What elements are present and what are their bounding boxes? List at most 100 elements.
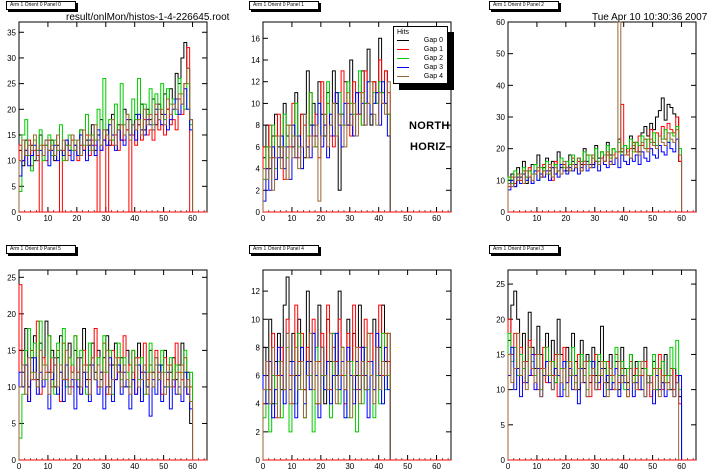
y-tick-label: 10: [7, 157, 16, 166]
date-label: Tue Apr 10 10:30:36 2007: [592, 12, 708, 23]
y-tick-label: 8: [256, 121, 261, 130]
legend-swatch: [397, 58, 409, 59]
x-tick-label: 60: [188, 214, 197, 223]
y-tick-label: 14: [251, 56, 260, 65]
y-tick-label: 2: [256, 186, 261, 195]
panel-title: Arm 1 Orient 0 Panel 0: [6, 1, 76, 10]
x-tick-label: 10: [43, 462, 52, 469]
legend-item: Gap 2: [397, 54, 445, 63]
x-tick-label: 50: [648, 214, 657, 223]
x-tick-label: 0: [261, 462, 266, 469]
y-tick-label: 12: [251, 78, 260, 87]
x-tick-label: 20: [72, 214, 81, 223]
y-tick-label: 0: [12, 456, 17, 465]
legend-item: Gap 3: [397, 63, 445, 72]
y-tick-label: 20: [496, 145, 505, 154]
legend-label: Gap 3: [423, 64, 443, 71]
panel-title: Arm 1 Orient 0 Panel 5: [6, 245, 76, 254]
x-tick-label: 20: [316, 462, 325, 469]
x-tick-label: 10: [43, 214, 52, 223]
x-tick-label: 50: [403, 214, 412, 223]
y-tick-label: 10: [7, 383, 16, 392]
legend: Hits Gap 0 Gap 1 Gap 2 Gap 3 Gap 4: [393, 26, 448, 84]
y-tick-label: 0: [501, 456, 506, 465]
x-tick-label: 30: [101, 462, 110, 469]
legend-swatch: [397, 40, 409, 41]
panel-title: Arm 1 Orient 0 Panel 1: [249, 1, 319, 10]
x-tick-label: 30: [590, 462, 599, 469]
x-tick-label: 30: [101, 214, 110, 223]
y-tick-label: 20: [7, 105, 16, 114]
x-tick-label: 20: [561, 462, 570, 469]
y-tick-label: 25: [7, 80, 16, 89]
y-tick-label: 20: [7, 310, 16, 319]
x-tick-label: 40: [374, 462, 383, 469]
y-tick-label: 40: [496, 81, 505, 90]
legend-swatch: [397, 67, 409, 68]
histogram-series: [507, 21, 683, 212]
x-tick-label: 50: [648, 462, 657, 469]
y-tick-label: 25: [7, 273, 16, 282]
y-tick-label: 25: [496, 280, 505, 289]
x-tick-label: 40: [374, 214, 383, 223]
x-tick-label: 40: [619, 462, 628, 469]
y-tick-label: 2: [256, 428, 261, 437]
x-tick-label: 60: [677, 214, 686, 223]
x-tick-label: 0: [506, 214, 511, 223]
y-tick-label: 15: [496, 350, 505, 359]
x-tick-label: 30: [345, 462, 354, 469]
x-tick-label: 20: [561, 214, 570, 223]
histogram-series: [262, 332, 394, 461]
y-tick-label: 10: [251, 315, 260, 324]
histogram-series: [262, 332, 394, 461]
x-tick-label: 30: [590, 214, 599, 223]
file-label: result/onlMon/histos-1-4-226645.root: [66, 12, 230, 23]
legend-swatch: [397, 49, 409, 50]
y-tick-label: 15: [7, 346, 16, 355]
legend-title: Hits: [397, 29, 410, 36]
x-tick-label: 10: [287, 214, 296, 223]
x-tick-label: 40: [130, 214, 139, 223]
histogram-panel-4: 0 10 20 30 40 50 60 0 2 4 6 8 10 12: [251, 269, 452, 469]
histogram-series: [262, 276, 394, 461]
histogram-series: [262, 81, 394, 213]
x-tick-label: 0: [17, 462, 22, 469]
x-tick-label: 60: [677, 462, 686, 469]
x-tick-label: 10: [532, 462, 541, 469]
histogram-panel-2: 0 10 20 30 40 50 60 0 10 20 30 40 50 60: [496, 18, 697, 223]
y-tick-label: 0: [256, 208, 261, 217]
panel-title: Arm 1 Orient 0 Panel 2: [489, 1, 559, 10]
plot-frame: [18, 21, 208, 213]
histogram-series: [262, 37, 394, 213]
x-tick-label: 50: [159, 214, 168, 223]
y-tick-label: 20: [496, 315, 505, 324]
histogram-panel-5: 0 10 20 30 40 50 60 0 5 10 15 20 25: [496, 269, 697, 469]
y-tick-label: 30: [496, 113, 505, 122]
y-tick-label: 50: [496, 50, 505, 59]
x-tick-label: 20: [72, 462, 81, 469]
x-tick-label: 50: [403, 462, 412, 469]
x-tick-label: 10: [287, 462, 296, 469]
histogram-series: [262, 304, 394, 461]
y-tick-label: 16: [251, 34, 260, 43]
x-tick-label: 0: [506, 462, 511, 469]
histogram-series: [262, 70, 394, 213]
y-tick-label: 4: [256, 400, 261, 409]
legend-label: Gap 0: [423, 37, 443, 44]
plot-frame: [507, 269, 697, 461]
histogram-series: [507, 126, 683, 212]
y-tick-label: 10: [496, 176, 505, 185]
y-tick-label: 4: [256, 165, 261, 174]
horiz-label: HORIZ: [410, 141, 446, 153]
x-tick-label: 30: [345, 214, 354, 223]
legend-item: Gap 1: [397, 45, 445, 54]
y-tick-label: 15: [7, 131, 16, 140]
histogram-series: [18, 349, 194, 460]
panel-title: Arm 1 Orient 0 Panel 3: [489, 245, 559, 254]
y-tick-label: 6: [256, 372, 261, 381]
y-tick-label: 10: [251, 99, 260, 108]
histogram-series: [507, 332, 682, 461]
y-tick-label: 30: [7, 54, 16, 63]
x-tick-label: 20: [316, 214, 325, 223]
y-tick-label: 35: [7, 28, 16, 37]
